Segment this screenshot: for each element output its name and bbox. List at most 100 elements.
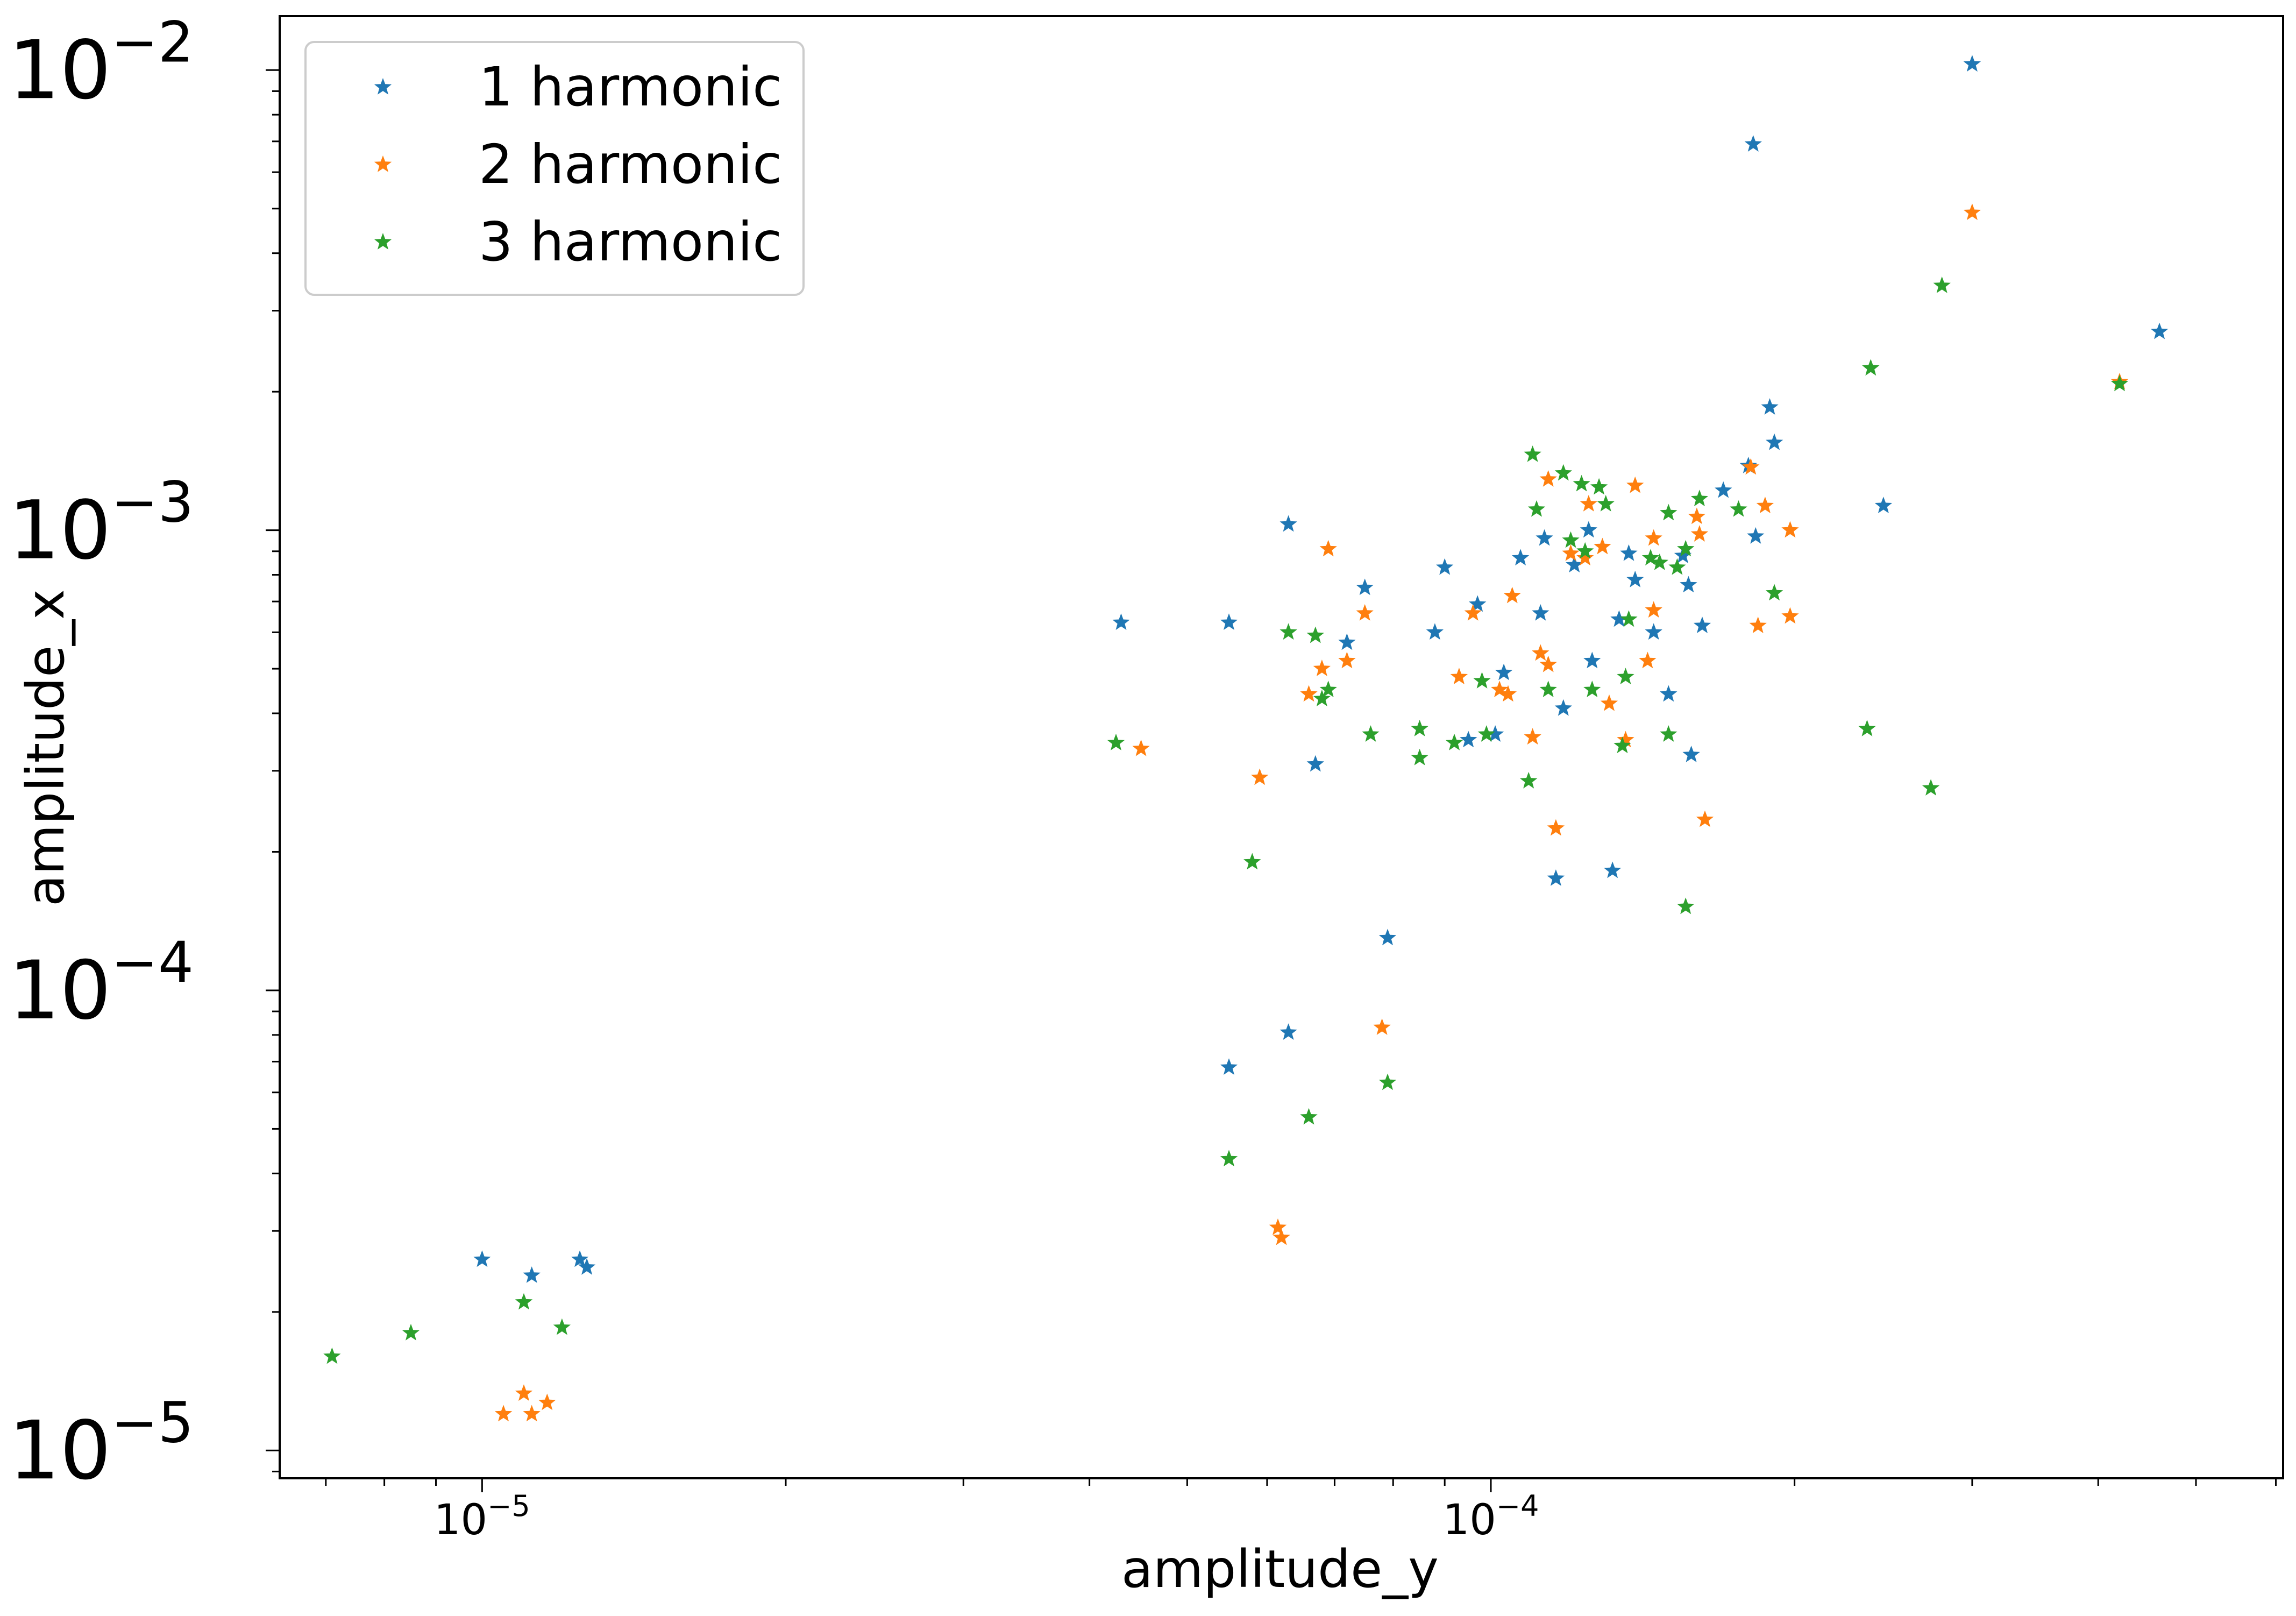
data-point <box>1677 897 1695 915</box>
plot-frame <box>279 15 2284 1479</box>
data-point <box>1279 1023 1297 1040</box>
legend-label: 2 harmonic <box>479 133 782 196</box>
data-point <box>1613 736 1631 754</box>
y-ticks: 10−2 10−3 10−4 10−5 <box>9 9 280 1498</box>
data-point <box>1639 651 1657 669</box>
data-point <box>1473 672 1491 689</box>
data-point <box>1313 660 1331 676</box>
data-point <box>1486 725 1504 742</box>
y-tick-label: 10−2 <box>9 9 194 117</box>
points-layer <box>323 55 2169 1422</box>
data-point <box>1660 685 1677 702</box>
data-point <box>1668 558 1686 575</box>
data-point <box>1580 521 1597 538</box>
data-point <box>1576 549 1594 566</box>
data-point <box>1306 626 1324 643</box>
data-point <box>1645 601 1662 618</box>
data-point <box>1547 869 1565 886</box>
data-point <box>1580 495 1597 512</box>
data-point <box>1503 586 1521 604</box>
legend-box <box>304 41 805 296</box>
data-point <box>1547 819 1565 836</box>
data-point <box>1356 578 1374 596</box>
legend: 1 harmonic 2 harmonic 3 harmonic <box>304 41 805 296</box>
data-point <box>1583 681 1601 697</box>
legend-marker <box>374 78 392 95</box>
data-point <box>1477 725 1495 742</box>
data-point <box>515 1293 533 1310</box>
data-point <box>1617 731 1634 748</box>
data-point <box>1693 616 1711 633</box>
data-point <box>1761 398 1779 415</box>
data-point <box>1362 725 1380 742</box>
data-point <box>1576 542 1594 559</box>
data-point <box>1660 725 1677 742</box>
data-point <box>1696 810 1714 827</box>
data-point <box>2150 322 2169 339</box>
data-point <box>1554 699 1572 716</box>
data-point <box>1590 478 1608 495</box>
legend-entry: 3 harmonic <box>374 210 782 273</box>
x-axis-label: amplitude_y <box>1121 1539 1439 1599</box>
data-point <box>523 1405 541 1422</box>
data-point <box>1963 203 1981 220</box>
series-3 <box>323 277 2129 1364</box>
data-point <box>1862 359 1880 376</box>
data-point <box>1539 470 1557 487</box>
data-point <box>1604 861 1622 878</box>
data-point <box>1112 613 1130 630</box>
data-point <box>1573 474 1590 492</box>
data-point <box>1766 433 1783 450</box>
data-point <box>323 1347 341 1364</box>
data-point <box>1279 623 1297 640</box>
data-point <box>1524 445 1541 462</box>
data-point <box>1532 604 1549 621</box>
legend-entry: 1 harmonic <box>374 55 782 118</box>
data-point <box>1220 613 1238 630</box>
legend-marker <box>374 233 392 250</box>
data-point <box>1781 607 1799 624</box>
data-point <box>1858 720 1876 736</box>
data-point <box>1460 731 1477 748</box>
data-point <box>1682 746 1700 762</box>
data-point <box>1641 549 1660 566</box>
data-point <box>1520 771 1538 789</box>
data-point <box>1426 623 1444 640</box>
data-point <box>1645 529 1662 546</box>
data-point <box>1554 464 1572 481</box>
data-point <box>1610 610 1628 627</box>
data-point <box>1744 135 1762 152</box>
data-point <box>1645 623 1662 640</box>
data-point <box>1963 55 1981 72</box>
data-point <box>1300 1108 1318 1125</box>
data-point <box>1279 515 1297 532</box>
data-point <box>1680 576 1697 593</box>
data-point <box>1617 668 1634 684</box>
data-point <box>1220 1058 1238 1075</box>
data-point <box>1922 779 1940 796</box>
data-point <box>1356 604 1374 621</box>
data-point <box>571 1250 589 1267</box>
data-point <box>1566 556 1583 573</box>
data-point <box>515 1384 533 1401</box>
data-point <box>1445 733 1463 750</box>
data-point <box>1273 1228 1290 1245</box>
data-point <box>1411 748 1428 766</box>
data-point <box>1933 277 1951 293</box>
data-point <box>1499 685 1517 702</box>
data-point <box>1747 527 1765 544</box>
legend-label: 1 harmonic <box>479 55 782 118</box>
data-point <box>1620 610 1638 627</box>
data-point <box>1495 663 1513 681</box>
legend-entries: 1 harmonic 2 harmonic 3 harmonic <box>374 55 782 273</box>
data-point <box>1306 755 1324 772</box>
data-point <box>1674 547 1692 563</box>
data-point <box>1378 929 1397 946</box>
data-point <box>1874 497 1893 513</box>
y-tick-label: 10−5 <box>9 1390 194 1498</box>
data-point <box>578 1258 596 1275</box>
data-point <box>1243 853 1261 870</box>
data-point <box>1715 481 1732 498</box>
data-point <box>523 1266 541 1283</box>
